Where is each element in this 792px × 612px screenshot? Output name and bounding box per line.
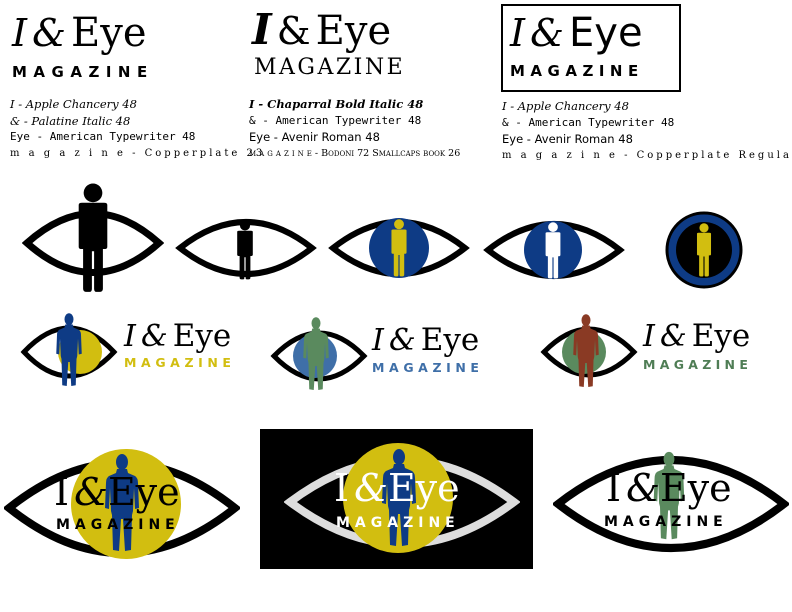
brand-tagline: MAGAZINE	[56, 517, 180, 533]
logo-wordmark-green: I & Eye	[643, 318, 750, 354]
eye-logo-navy	[20, 313, 118, 386]
brand-letter-i: I	[643, 319, 655, 354]
eye-logo-rust	[540, 314, 638, 387]
brand-tagline: MAGAZINE	[124, 355, 236, 370]
eye-icon-small-figure	[175, 219, 317, 280]
logo-variant-3-frame	[501, 4, 681, 92]
brand-eye-word: Eye	[420, 322, 480, 358]
brand-tagline: MAGAZINE	[336, 515, 460, 531]
brand-letter-i: I	[372, 323, 384, 358]
font-spec-i: I - Apple Chancery 48	[10, 97, 137, 111]
large-logo-wordmark-3: I &Eye	[606, 466, 732, 510]
brand-ampersand: &	[276, 9, 311, 53]
large-logo-wordmark-1: I &Eye	[54, 470, 180, 514]
font-spec-list-2: I - Chaparral Bold Italic 48 & - America…	[249, 96, 460, 162]
brand-ampersand: &	[530, 11, 564, 55]
font-spec-list-1: I - Apple Chancery 48 & - Palatine Itali…	[10, 96, 265, 162]
font-spec-list-3: I - Apple Chancery 48 & - American Typew…	[502, 98, 792, 164]
brand-eye-word: Eye	[107, 470, 180, 514]
large-eye-logo-inverted	[284, 443, 520, 553]
brand-eye-word: Eye	[691, 318, 751, 354]
brand-eye-word: Eye	[71, 10, 147, 56]
brand-ampersand: &	[32, 11, 66, 55]
large-eye-logo-mustard	[4, 449, 240, 559]
eye-icon-navy-iris	[328, 218, 470, 278]
logo-variant-3: I & Eye	[510, 10, 643, 56]
font-spec-ampersand: & - Palatine Italic 48	[10, 113, 131, 128]
font-spec-magazine: m a g a z i n e - Bodoni 72 Smallcaps bo…	[249, 147, 461, 159]
font-spec-ampersand: & - American Typewriter 48	[249, 113, 422, 127]
font-spec-eye: Eye - Avenir Roman 48	[249, 130, 380, 144]
brand-letter-i: I	[334, 466, 350, 510]
large-eye-logo-sage	[553, 451, 789, 552]
brand-tagline: MAGAZINE	[12, 63, 154, 81]
brand-tagline: MAGAZINE	[510, 62, 644, 80]
brand-letter-i: I	[606, 466, 622, 510]
eye-icon-navy-iris-white	[483, 221, 625, 279]
font-spec-i: I - Apple Chancery 48	[502, 99, 629, 113]
brand-tagline: MAGAZINE	[643, 357, 753, 372]
brand-ampersand: &	[140, 319, 168, 354]
brand-eye-word: Eye	[569, 10, 643, 56]
brand-eye-word: Eye	[387, 466, 460, 510]
brand-ampersand: &	[659, 319, 687, 354]
circle-icon-navy	[665, 211, 743, 289]
font-spec-eye: Eye - Avenir Roman 48	[502, 132, 633, 146]
font-spec-magazine: m a g a z i n e - Copperplate Regular 22	[502, 149, 792, 161]
eye-logo-sage	[270, 317, 368, 390]
font-spec-eye: Eye - American Typewriter 48	[10, 130, 196, 143]
brand-tagline: MAGAZINE	[254, 55, 406, 80]
logo-variant-1: I & Eye	[12, 10, 147, 56]
brand-tagline: MAGAZINE	[372, 360, 484, 375]
brand-ampersand: &	[74, 470, 108, 514]
brand-letter-i: I	[54, 470, 70, 514]
logo-wordmark-navy: I & Eye	[124, 318, 231, 354]
brand-letter-i: I	[252, 5, 272, 54]
brand-tagline: MAGAZINE	[604, 514, 728, 530]
font-spec-ampersand: & - American Typewriter 48	[502, 115, 675, 129]
brand-letter-i: I	[12, 11, 28, 55]
brand-ampersand: &	[626, 466, 660, 510]
large-logo-wordmark-2: I &Eye	[334, 466, 460, 510]
brand-letter-i: I	[124, 319, 136, 354]
brand-eye-word: Eye	[315, 8, 392, 54]
brand-letter-i: I	[510, 11, 526, 55]
logo-wordmark-steel: I & Eye	[372, 322, 479, 358]
eye-icon-large-figure	[22, 183, 164, 292]
brand-eye-word: Eye	[659, 466, 732, 510]
brand-ampersand: &	[388, 323, 416, 358]
font-spec-i: I - Chaparral Bold Italic 48	[249, 97, 424, 111]
brand-ampersand: &	[354, 466, 388, 510]
logo-variant-2: I & Eye	[252, 5, 391, 54]
brand-eye-word: Eye	[172, 318, 232, 354]
font-spec-magazine: m a g a z i n e - Copperplate 23	[10, 147, 266, 159]
